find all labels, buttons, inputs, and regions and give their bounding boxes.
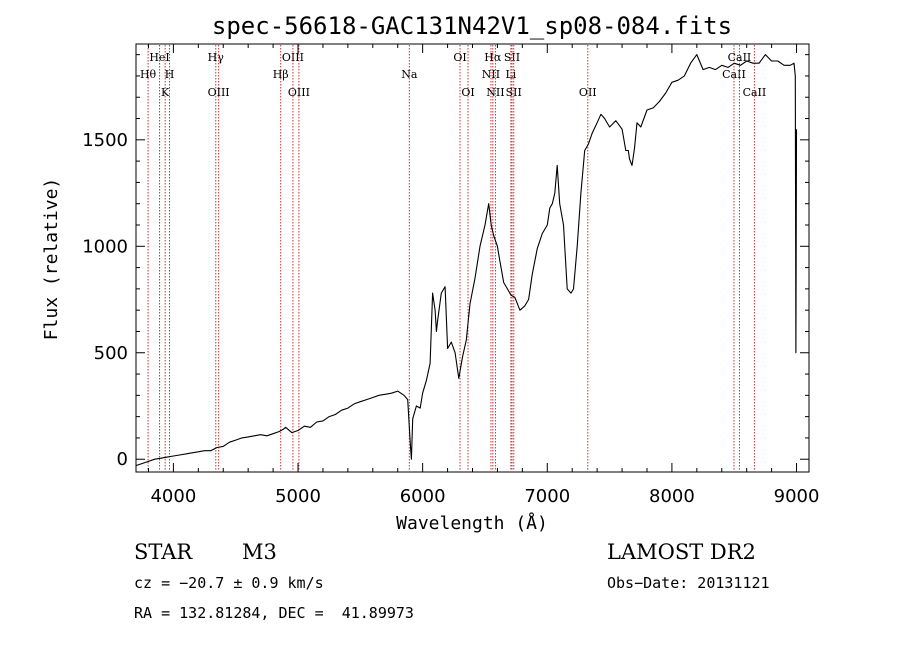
spectral-line-markers: HθHeIKHHγOIIIHβOIIIOIIINaOIOINIIHαNIISII… [140,45,766,471]
line-label-0: Hθ [140,68,157,81]
line-label-11: OI [461,86,474,99]
y-axis-label: Flux (relative) [41,178,62,341]
line-label-15: SII [504,51,520,64]
line-label-13: Hα [484,51,502,64]
obs-date: Obs−Date: 20131121 [607,574,770,592]
y-tick-label-1500: 1500 [82,130,128,151]
line-label-16: Li [505,68,516,81]
x-tick-label-8000: 8000 [649,486,695,507]
line-label-14: NII [486,86,504,99]
plot-frame [135,43,810,473]
object-subclass: M3 [242,540,277,564]
object-class: STAR [134,540,193,564]
redshift-cz: cz = −20.7 ± 0.9 km/s [134,574,324,592]
spectrum-series [135,54,798,467]
y-tick-label-500: 500 [94,343,128,364]
axes: 4000 5000 6000 7000 8000 9000 0 500 1000 1500 [82,44,819,507]
line-label-21: CaII [743,86,767,99]
x-tick-label-7000: 7000 [524,486,570,507]
y-tick-label-1000: 1000 [82,236,128,257]
chart-title: spec-56618-GAC131N42V1_sp08-084.fits [212,12,732,40]
x-tick-label-9000: 9000 [774,486,820,507]
y-tick-label-0: 0 [117,449,128,470]
line-label-4: Hγ [208,51,225,64]
line-label-6: Hβ [273,68,289,81]
x-axis-label: Wavelength (Å) [396,512,548,534]
x-tick-label-5000: 5000 [275,486,321,507]
line-label-10: OI [453,51,466,64]
line-label-2: K [161,86,170,99]
line-label-3: H [165,68,175,81]
line-label-20: CaII [728,51,752,64]
x-tick-label-6000: 6000 [400,486,446,507]
survey-name: LAMOST DR2 [607,540,756,564]
line-label-5: OIII [208,86,230,99]
line-label-8: OIII [288,86,310,99]
spectrum-line [135,54,798,467]
x-tick-label-4000: 4000 [150,486,196,507]
line-label-1: HeI [149,51,169,64]
ra-dec: RA = 132.81284, DEC = 41.89973 [134,604,414,622]
line-label-7: OIII [282,51,304,64]
line-label-18: OII [579,86,597,99]
line-label-17: SII [506,86,522,99]
line-label-19: CaII [722,68,746,81]
line-label-12: NII [482,68,500,81]
line-label-9: Na [401,68,418,81]
